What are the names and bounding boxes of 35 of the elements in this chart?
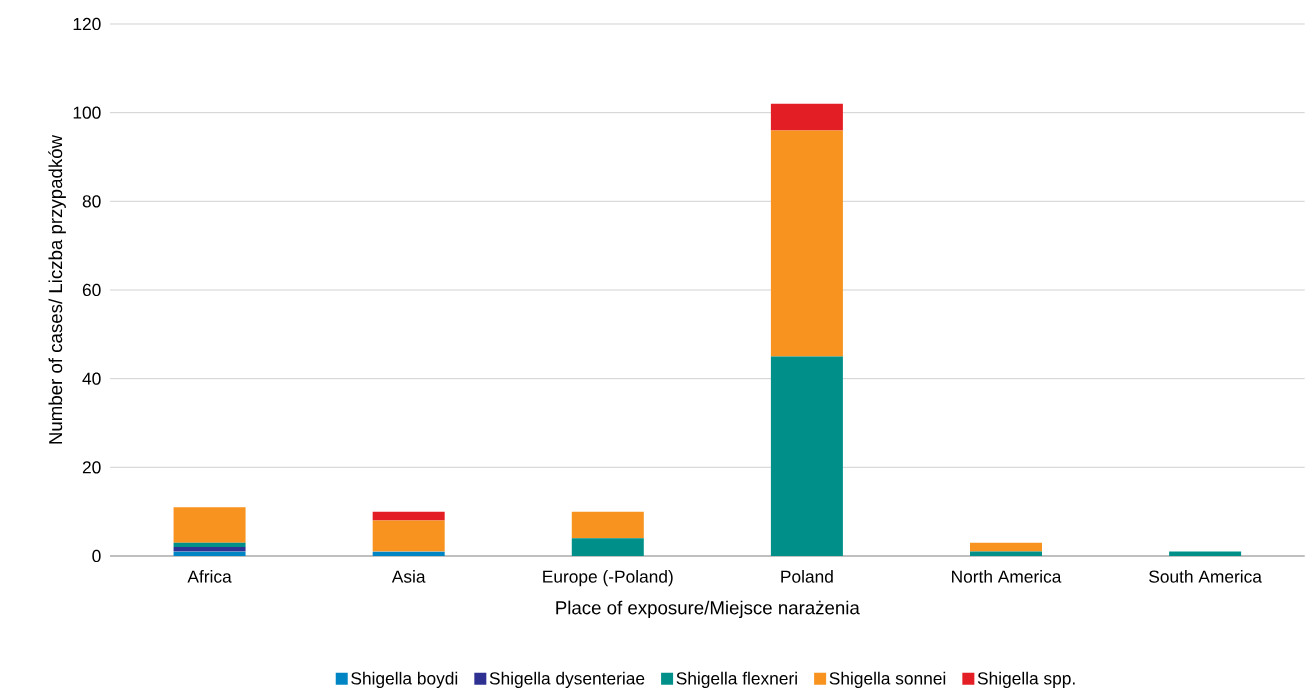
bar: [571, 511, 644, 539]
legend-label: Shigella spp.: [977, 671, 1075, 688]
bar: [970, 542, 1042, 552]
y-tick-label: 100: [73, 106, 101, 119]
x-tick-label: Africa: [187, 570, 232, 583]
bar: [571, 538, 644, 556]
bar: [173, 547, 246, 552]
legend-label: Shigella sonnei: [829, 671, 946, 688]
bar: [1169, 551, 1242, 556]
bar: [970, 551, 1042, 556]
x-tick-label: Poland: [781, 570, 833, 583]
x-tick-label: Asia: [391, 570, 426, 583]
y-tick-label: 80: [82, 195, 101, 208]
bar: [770, 103, 843, 131]
bar: [770, 356, 843, 556]
y-tick-label: 60: [82, 283, 101, 297]
bar: [173, 542, 246, 548]
y-tick-label: 40: [82, 372, 101, 385]
x-tick-label: Europe (-Poland): [543, 570, 673, 587]
bar: [372, 551, 445, 556]
legend-label: Shigella flexneri: [676, 671, 797, 688]
x-axis-title: Place of exposure/Miejsce narażenia: [556, 600, 860, 619]
bar: [770, 130, 843, 357]
y-axis-title: Number of cases/ Liczba przypadków: [48, 134, 66, 444]
bar: [372, 511, 445, 521]
x-tick-label: North America: [952, 570, 1062, 583]
bar: [372, 520, 445, 552]
y-tick-label: 20: [82, 461, 101, 474]
bar: [173, 507, 246, 543]
legend-label: Shigella dysenteriae: [489, 671, 645, 688]
y-tick-label: 0: [92, 549, 101, 563]
y-tick-label: 120: [73, 17, 101, 31]
legend-label: Shigella boydi: [351, 671, 458, 688]
x-tick-label: South America: [1149, 570, 1262, 583]
bar: [173, 551, 246, 556]
